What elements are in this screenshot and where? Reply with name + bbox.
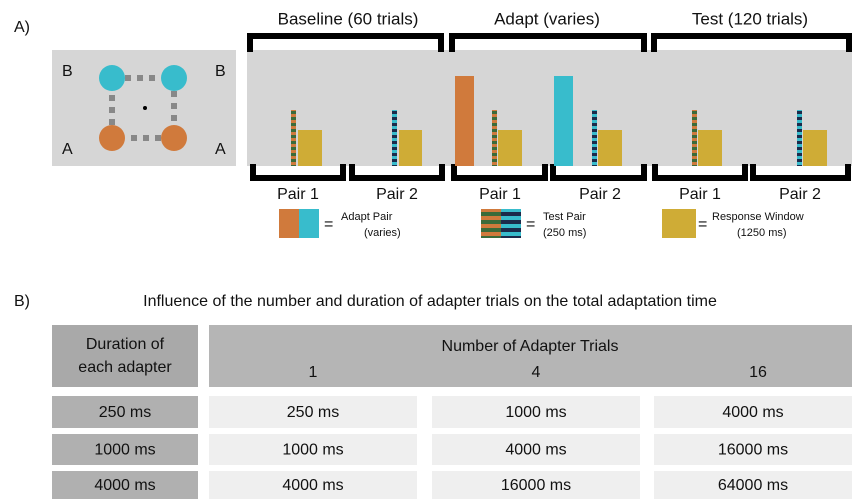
- pair-label: Pair 1: [479, 186, 521, 203]
- legend-equals: =: [526, 216, 535, 233]
- table-cell: [654, 434, 852, 465]
- legend-note: (1250 ms): [737, 227, 787, 239]
- timeline: [247, 33, 852, 181]
- table-cell: [52, 396, 198, 428]
- table-cell: [654, 396, 852, 428]
- location-label: B: [62, 63, 73, 80]
- table-body: 250 ms 250 ms 1000 ms 4000 ms 1000 ms 1000 ms…: [52, 396, 852, 499]
- panel-label: B): [14, 293, 30, 310]
- table-cell: [209, 471, 417, 499]
- table-cell: [52, 434, 198, 465]
- table-cell: [654, 471, 852, 499]
- phase-label: Test (120 trials): [692, 9, 808, 28]
- table-cell: [432, 434, 640, 465]
- table-cell: [52, 471, 198, 499]
- phase-label: Adapt (varies): [494, 9, 600, 28]
- legend-label: Adapt Pair: [341, 211, 393, 223]
- cell-text: 4000 ms: [722, 404, 783, 421]
- cell-text: 1000 ms: [282, 442, 343, 459]
- table-cell: [432, 396, 640, 428]
- cell-text: 4000 ms: [282, 477, 343, 494]
- phase-label: Baseline (60 trials): [278, 9, 419, 28]
- location-label: A: [62, 141, 73, 158]
- stimulus-layout: [52, 50, 236, 166]
- column-label: 16: [749, 364, 767, 381]
- table-cell: [209, 434, 417, 465]
- legend-label: Response Window: [712, 211, 804, 223]
- cell-text: 250 ms: [287, 404, 339, 421]
- legend: [279, 209, 696, 238]
- cell-text: 4000 ms: [505, 442, 566, 459]
- row-label: 1000 ms: [94, 442, 155, 459]
- cell-text: 1000 ms: [505, 404, 566, 421]
- row-label: 4000 ms: [94, 477, 155, 494]
- cell-text: 64000 ms: [718, 477, 788, 494]
- pair-label: Pair 2: [376, 186, 418, 203]
- location-label: A: [215, 141, 226, 158]
- pair-label: Pair 1: [679, 186, 721, 203]
- legend-note: (varies): [364, 227, 401, 239]
- row-header: each adapter: [78, 359, 172, 376]
- row-header: Duration of: [86, 336, 165, 353]
- row-label: 250 ms: [99, 404, 151, 421]
- table-header: [52, 325, 852, 387]
- pair-label: Pair 1: [277, 186, 319, 203]
- table-title: Influence of the number and duration of …: [143, 293, 717, 310]
- legend-label: Test Pair: [543, 211, 586, 223]
- column-label: 1: [309, 364, 318, 381]
- cell-text: 16000 ms: [718, 442, 788, 459]
- table-cell: [432, 471, 640, 499]
- pair-label: Pair 2: [779, 186, 821, 203]
- pair-label: Pair 2: [579, 186, 621, 203]
- legend-equals: =: [324, 216, 333, 233]
- column-label: 4: [532, 364, 541, 381]
- legend-note: (250 ms): [543, 227, 586, 239]
- location-label: B: [215, 63, 226, 80]
- column-header: Number of Adapter Trials: [442, 338, 619, 355]
- table-cell: [209, 396, 417, 428]
- cell-text: 16000 ms: [501, 477, 571, 494]
- legend-equals: =: [698, 216, 707, 233]
- panel-label: A): [14, 19, 30, 36]
